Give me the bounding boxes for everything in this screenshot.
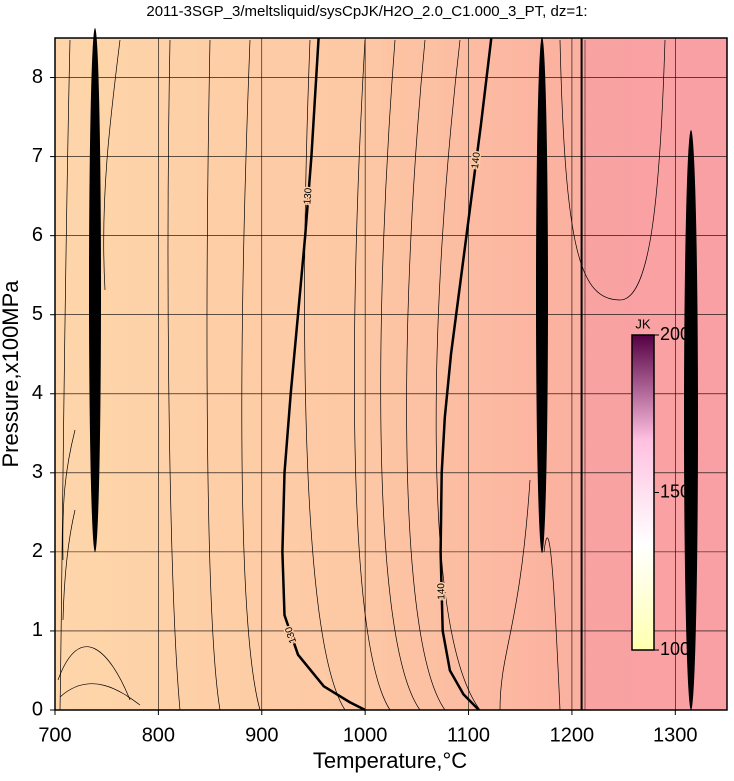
y-tick-label: 4 xyxy=(32,382,43,404)
x-tick-label: 1300 xyxy=(653,724,698,746)
y-tick-label: 0 xyxy=(32,698,43,720)
x-tick-label: 700 xyxy=(38,724,71,746)
colorbar-tick-label: 200 xyxy=(660,324,690,344)
colorbar-label: JK xyxy=(635,316,651,331)
y-tick-label: 1 xyxy=(32,619,43,641)
x-tick-label: 1000 xyxy=(343,724,388,746)
plot-background xyxy=(55,38,727,710)
contour-line xyxy=(281,37,366,712)
plot-frame xyxy=(54,37,728,711)
contour-label: 130 xyxy=(302,187,314,205)
x-tick-label: 1100 xyxy=(447,724,490,746)
colorbar xyxy=(631,334,655,651)
y-tick-label: 3 xyxy=(32,461,43,483)
contour-label: 140 xyxy=(470,151,483,169)
y-axis-title: Pressure,x100MPa xyxy=(0,280,23,468)
chart-title: 2011-3SGP_3/meltsliquid/sysCpJK/H2O_2.0_… xyxy=(146,3,587,20)
y-tick-label: 2 xyxy=(32,540,43,562)
x-tick-label: 1200 xyxy=(550,724,595,746)
y-tick-label: 5 xyxy=(32,303,43,325)
y-tick-label: 6 xyxy=(32,224,43,246)
contour-label: 140 xyxy=(436,582,447,599)
colorbar-tick-label: 150 xyxy=(660,481,690,501)
x-axis-title: Temperature,°C xyxy=(313,748,467,773)
dense-contour-clusters xyxy=(89,28,698,710)
colorbar-tick-label: 100 xyxy=(660,639,690,659)
x-tick-label: 800 xyxy=(142,724,175,746)
contour-line xyxy=(439,37,493,711)
y-tick-label: 8 xyxy=(32,66,43,88)
thin-contours xyxy=(57,39,666,711)
x-tick-label: 900 xyxy=(245,724,278,746)
y-tick-label: 7 xyxy=(32,145,43,167)
